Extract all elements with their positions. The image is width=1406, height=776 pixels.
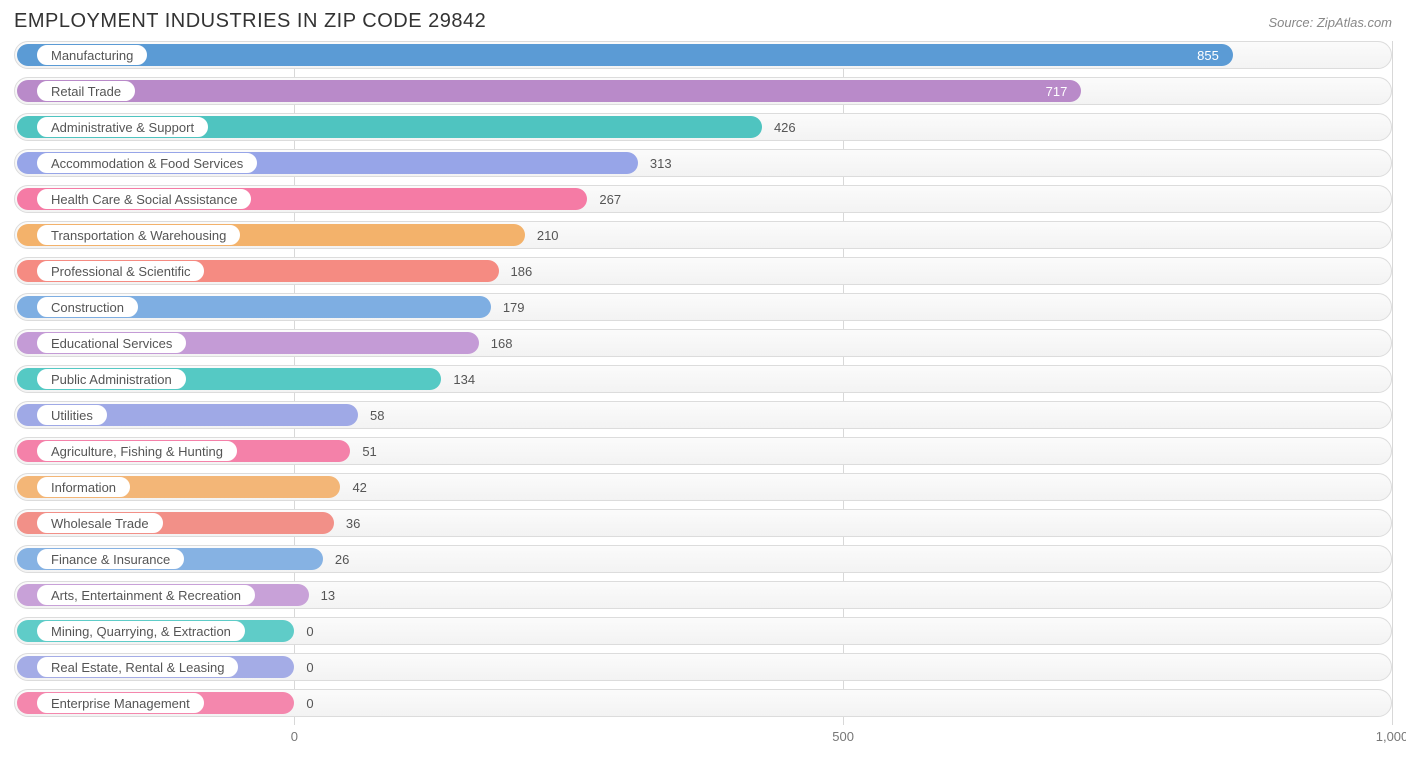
bar-row: Mining, Quarrying, & Extraction 0 xyxy=(14,617,1392,645)
category-label-pill: Manufacturing xyxy=(36,44,148,66)
category-label-pill: Administrative & Support xyxy=(36,116,209,138)
bar-row: Enterprise Management 0 xyxy=(14,689,1392,717)
bar-row: Arts, Entertainment & Recreation 13 xyxy=(14,581,1392,609)
category-label-pill: Retail Trade xyxy=(36,80,136,102)
category-label-pill: Arts, Entertainment & Recreation xyxy=(36,584,256,606)
bar-value-label: 0 xyxy=(306,689,313,717)
x-axis: 05001,000 xyxy=(14,725,1392,749)
x-axis-tick-label: 500 xyxy=(832,729,854,744)
bar-value-label: 13 xyxy=(321,581,335,609)
x-axis-tick-label: 1,000 xyxy=(1376,729,1406,744)
x-axis-tick-label: 0 xyxy=(291,729,298,744)
bar-row: Agriculture, Fishing & Hunting 51 xyxy=(14,437,1392,465)
bar-value-label: 36 xyxy=(346,509,360,537)
category-label-pill: Accommodation & Food Services xyxy=(36,152,258,174)
bar-value-label: 179 xyxy=(503,293,525,321)
bar-container: Manufacturing 855 Retail Trade 717 Administr… xyxy=(14,41,1392,717)
category-label-pill: Wholesale Trade xyxy=(36,512,164,534)
bar-value-label: 134 xyxy=(453,365,475,393)
bar-value-label: 186 xyxy=(511,257,533,285)
bar-row: Accommodation & Food Services 313 xyxy=(14,149,1392,177)
bar-value-label: 168 xyxy=(491,329,513,357)
bar-value-label: 313 xyxy=(650,149,672,177)
bar-row: Manufacturing 855 xyxy=(14,41,1392,69)
category-label-pill: Educational Services xyxy=(36,332,187,354)
bar-row: Public Administration 134 xyxy=(14,365,1392,393)
bar-row: Utilities 58 xyxy=(14,401,1392,429)
category-label-pill: Construction xyxy=(36,296,139,318)
category-label-pill: Real Estate, Rental & Leasing xyxy=(36,656,239,678)
bar-row: Professional & Scientific 186 xyxy=(14,257,1392,285)
bar-row: Educational Services 168 xyxy=(14,329,1392,357)
bar-row: Administrative & Support 426 xyxy=(14,113,1392,141)
bar-row: Transportation & Warehousing 210 xyxy=(14,221,1392,249)
bar-value-label: 267 xyxy=(599,185,621,213)
bar-row: Health Care & Social Assistance 267 xyxy=(14,185,1392,213)
category-label-pill: Finance & Insurance xyxy=(36,548,185,570)
category-label-pill: Utilities xyxy=(36,404,108,426)
source-attribution: Source: ZipAtlas.com xyxy=(1268,15,1392,30)
chart-area: Manufacturing 855 Retail Trade 717 Administr… xyxy=(14,41,1392,749)
chart-title: EMPLOYMENT INDUSTRIES IN ZIP CODE 29842 xyxy=(14,10,486,33)
bar-value-label: 210 xyxy=(537,221,559,249)
bar-fill xyxy=(17,44,1233,66)
bar-row: Real Estate, Rental & Leasing 0 xyxy=(14,653,1392,681)
bar-row: Wholesale Trade 36 xyxy=(14,509,1392,537)
bar-value-label: 717 xyxy=(1046,77,1068,105)
category-label-pill: Enterprise Management xyxy=(36,692,205,714)
bar-fill xyxy=(17,80,1081,102)
category-label-pill: Agriculture, Fishing & Hunting xyxy=(36,440,238,462)
bar-row: Information 42 xyxy=(14,473,1392,501)
bar-value-label: 58 xyxy=(370,401,384,429)
category-label-pill: Public Administration xyxy=(36,368,187,390)
bar-value-label: 51 xyxy=(362,437,376,465)
bar-value-label: 426 xyxy=(774,113,796,141)
category-label-pill: Information xyxy=(36,476,131,498)
bar-row: Retail Trade 717 xyxy=(14,77,1392,105)
grid-line xyxy=(1392,41,1393,725)
category-label-pill: Mining, Quarrying, & Extraction xyxy=(36,620,246,642)
bar-value-label: 0 xyxy=(306,617,313,645)
category-label-pill: Health Care & Social Assistance xyxy=(36,188,252,210)
bar-row: Construction 179 xyxy=(14,293,1392,321)
bar-row: Finance & Insurance 26 xyxy=(14,545,1392,573)
category-label-pill: Transportation & Warehousing xyxy=(36,224,241,246)
bar-value-label: 0 xyxy=(306,653,313,681)
bar-value-label: 855 xyxy=(1197,41,1219,69)
category-label-pill: Professional & Scientific xyxy=(36,260,205,282)
bar-value-label: 42 xyxy=(352,473,366,501)
bar-value-label: 26 xyxy=(335,545,349,573)
